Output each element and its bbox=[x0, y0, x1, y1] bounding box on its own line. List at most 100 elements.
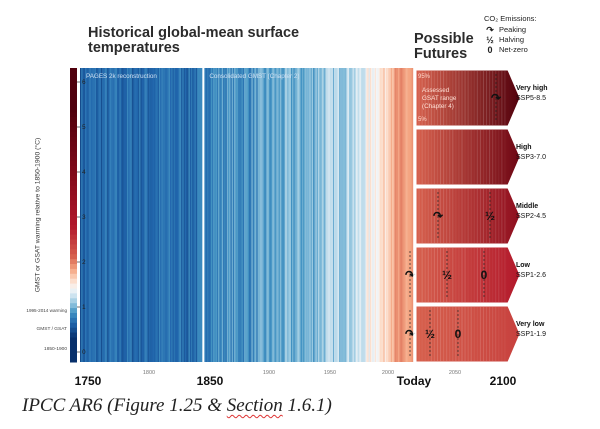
scenario-panel bbox=[415, 187, 521, 245]
historical-stripe bbox=[147, 68, 150, 362]
historical-stripe bbox=[253, 68, 256, 362]
historical-stripe bbox=[288, 68, 291, 362]
colorbar-cell bbox=[70, 126, 77, 133]
historical-stripe bbox=[304, 68, 307, 362]
historical-stripe bbox=[357, 68, 360, 362]
scenario-code: SSP2-4.5 bbox=[516, 213, 546, 220]
historical-stripe bbox=[401, 68, 404, 362]
historical-stripe bbox=[191, 68, 193, 362]
historical-stripe bbox=[208, 68, 210, 362]
historical-stripe bbox=[374, 68, 377, 362]
historical-stripe bbox=[172, 68, 175, 362]
scenario-name: Middle bbox=[516, 203, 538, 210]
historical-stripe bbox=[183, 68, 186, 362]
historical-stripe bbox=[411, 68, 414, 362]
y-tick-label: 0 bbox=[82, 349, 86, 356]
historical-stripe bbox=[368, 68, 371, 362]
colorbar-cell bbox=[70, 308, 77, 314]
historical-stripe bbox=[273, 68, 276, 362]
historical-stripe bbox=[384, 68, 387, 362]
colorbar-cell bbox=[70, 283, 77, 289]
historical-stripe bbox=[287, 68, 289, 362]
colorbar-cell bbox=[70, 278, 77, 285]
historical-stripe bbox=[409, 68, 411, 362]
historical-stripe bbox=[385, 68, 388, 362]
emission-marker-peaking: ↷ bbox=[405, 268, 416, 282]
reference-label: 1995-2014 warming bbox=[26, 308, 67, 313]
historical-stripe bbox=[179, 68, 182, 362]
legend-item: ½ Halving bbox=[484, 35, 594, 45]
historical-stripe bbox=[265, 68, 267, 362]
emissions-legend: CO₂ Emissions: ↷ Peaking ½ Halving 0 Net… bbox=[484, 14, 594, 55]
historical-stripe bbox=[263, 68, 266, 362]
historical-stripe bbox=[235, 68, 238, 362]
historical-stripe bbox=[109, 68, 112, 362]
historical-stripe bbox=[343, 68, 346, 362]
historical-stripe bbox=[142, 68, 145, 362]
colorbar-cell bbox=[70, 332, 77, 338]
historical-stripe bbox=[192, 68, 194, 362]
historical-stripe bbox=[276, 68, 278, 362]
historical-stripe bbox=[405, 68, 408, 362]
historical-stripe bbox=[93, 68, 96, 362]
historical-stripe bbox=[86, 68, 88, 362]
section-label: Assessed bbox=[422, 87, 450, 94]
colorbar-cell bbox=[70, 327, 77, 334]
historical-stripe bbox=[135, 68, 138, 362]
historical-stripe bbox=[408, 68, 410, 362]
historical-stripe bbox=[316, 68, 319, 362]
historical-stripe bbox=[389, 68, 392, 362]
historical-stripe bbox=[231, 68, 234, 362]
colorbar-cell bbox=[70, 151, 77, 157]
historical-stripe bbox=[205, 68, 208, 362]
historical-stripe bbox=[119, 68, 122, 362]
legend-label: Net-zero bbox=[499, 45, 528, 54]
historical-stripe bbox=[223, 68, 225, 362]
historical-stripe bbox=[271, 68, 273, 362]
colorbar-cell bbox=[70, 77, 77, 84]
historical-stripe bbox=[324, 68, 326, 362]
section-label: Consolidated GMST (Chapter 2) bbox=[209, 73, 299, 80]
historical-stripe bbox=[166, 68, 168, 362]
historical-stripe bbox=[302, 68, 304, 362]
historical-stripe bbox=[393, 68, 395, 362]
historical-stripe bbox=[88, 68, 91, 362]
historical-stripe bbox=[347, 68, 350, 362]
x-minor-label: 1900 bbox=[263, 370, 275, 376]
historical-stripe bbox=[250, 68, 252, 362]
historical-stripe bbox=[224, 68, 226, 362]
colorbar-cell bbox=[70, 117, 77, 123]
historical-stripe bbox=[353, 68, 356, 362]
historical-stripe bbox=[319, 68, 321, 362]
historical-stripe bbox=[305, 68, 308, 362]
historical-stripe bbox=[398, 68, 400, 362]
colorbar-cell bbox=[70, 190, 77, 196]
historical-stripe bbox=[410, 68, 413, 362]
historical-stripe bbox=[394, 68, 397, 362]
historical-stripe bbox=[295, 68, 298, 362]
historical-stripe bbox=[240, 68, 242, 362]
historical-stripe bbox=[103, 68, 106, 362]
colorbar-cell bbox=[70, 234, 77, 240]
historical-stripe bbox=[171, 68, 173, 362]
net-zero-icon: 0 bbox=[487, 45, 493, 55]
historical-stripe bbox=[399, 68, 402, 362]
historical-stripe bbox=[293, 68, 295, 362]
historical-stripe bbox=[320, 68, 323, 362]
historical-title: Historical global-mean surface temperatu… bbox=[88, 25, 300, 56]
historical-stripe bbox=[274, 68, 277, 362]
historical-stripe bbox=[186, 68, 188, 362]
historical-stripe bbox=[140, 68, 143, 362]
historical-stripe bbox=[336, 68, 339, 362]
historical-stripe bbox=[234, 68, 236, 362]
colorbar-cell bbox=[70, 170, 77, 177]
historical-stripe bbox=[281, 68, 283, 362]
historical-stripe bbox=[123, 68, 125, 362]
legend-label: Peaking bbox=[499, 25, 527, 34]
x-major-label: 1750 bbox=[75, 374, 102, 388]
colorbar-cell bbox=[70, 313, 77, 319]
colorbar-cell bbox=[70, 146, 77, 152]
historical-stripe bbox=[188, 68, 191, 362]
historical-stripe bbox=[367, 68, 369, 362]
historical-stripe bbox=[136, 68, 139, 362]
